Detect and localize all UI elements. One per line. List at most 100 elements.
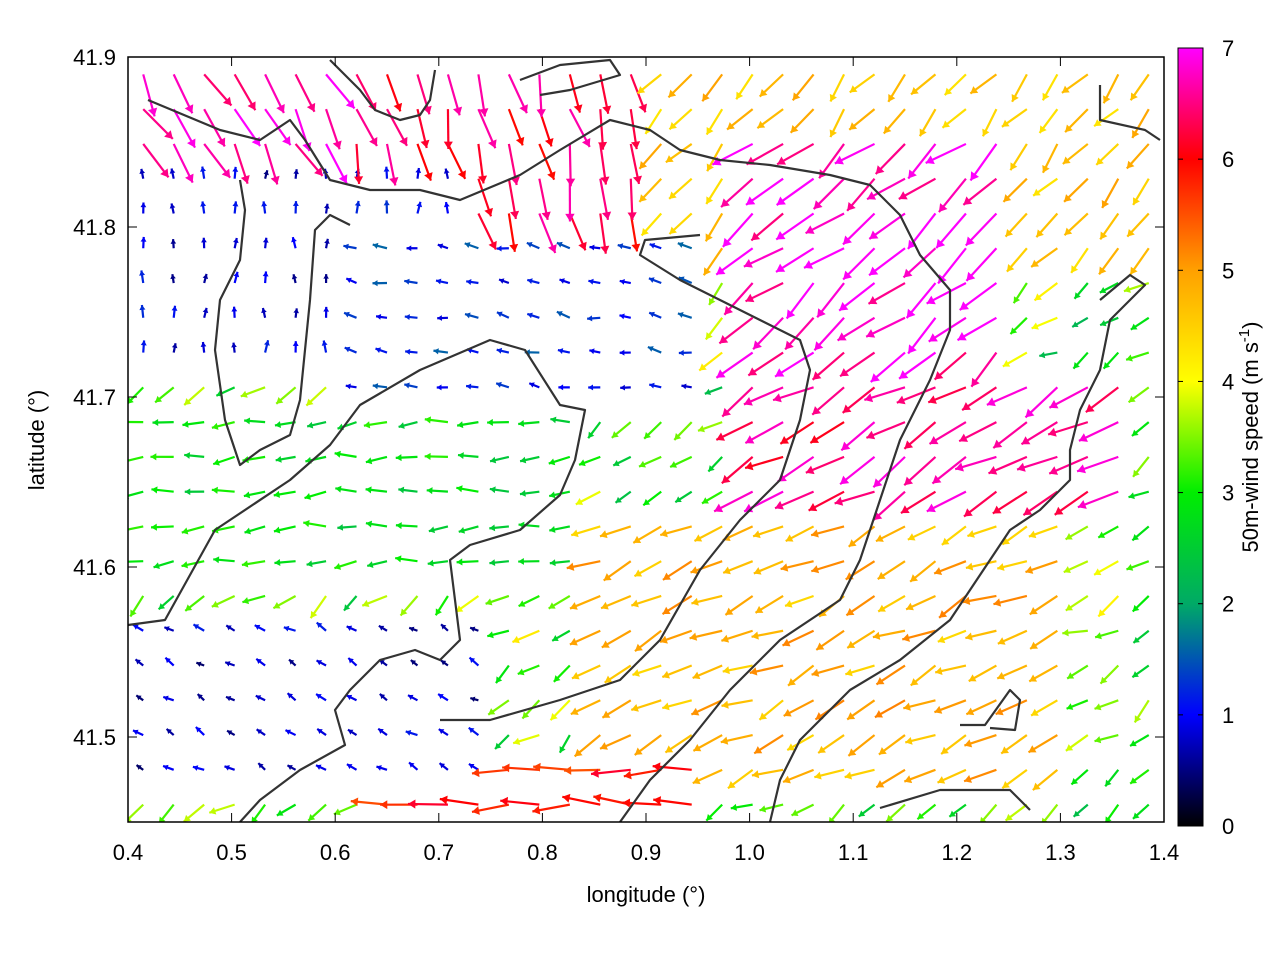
wind-arrow-head <box>1071 778 1079 785</box>
y-axis-ticks: 41.5 41.6 41.7 41.8 41.9 <box>73 45 1164 750</box>
terrain-contour <box>879 788 1031 811</box>
wind-arrow-head <box>906 308 916 318</box>
wind-arrow-head <box>400 608 408 616</box>
y-axis-label: latitude (°) <box>24 390 49 491</box>
wind-arrow-head <box>302 142 312 152</box>
wind-arrow-head <box>904 775 913 784</box>
wind-arrow-head <box>562 793 571 803</box>
wind-arrow-head <box>1132 812 1140 819</box>
wind-arrow-head <box>261 201 268 207</box>
wind-arrow-head <box>211 486 218 494</box>
wind-arrow-head <box>1133 636 1140 643</box>
wind-arrow-head <box>529 382 535 388</box>
wind-arrow-head <box>1042 164 1050 173</box>
wind-arrow-head <box>316 764 322 770</box>
wind-arrow-head <box>743 259 753 268</box>
wind-arrow-head <box>1099 266 1107 275</box>
wind-arrow-head <box>1065 744 1074 751</box>
wind-arrow-head <box>957 332 967 341</box>
wind-arrow-head <box>139 270 146 276</box>
wind-arrow-head <box>1029 607 1038 615</box>
wind-arrow-head <box>962 596 971 606</box>
wind-arrow-head <box>263 170 269 176</box>
wind-arrow-head <box>496 381 502 388</box>
wind-arrow-head <box>1029 674 1038 682</box>
wind-arrow-head <box>846 607 855 616</box>
wind-arrow-head <box>558 384 564 391</box>
wind-arrow-head <box>350 797 359 807</box>
wind-arrow-head <box>805 225 815 234</box>
colorbar-tick-label: 3 <box>1222 481 1234 506</box>
wind-arrow-head <box>1073 810 1080 817</box>
wind-arrow-head <box>181 527 189 535</box>
wind-arrow-head <box>441 624 447 630</box>
wind-arrow-head <box>842 235 852 245</box>
wind-arrow-head <box>541 211 551 220</box>
wind-arrow-head <box>549 491 556 499</box>
wind-arrow-head <box>469 657 476 663</box>
wind-arrow-head <box>519 490 526 497</box>
terrain-contour <box>329 59 437 122</box>
wind-arrow-head <box>858 810 866 817</box>
wind-arrow-head <box>240 175 250 184</box>
wind-arrow-head <box>291 274 298 280</box>
wind-arrow-head <box>788 678 796 686</box>
wind-arrow-head <box>389 177 399 186</box>
wind-arrow-head <box>1030 641 1039 649</box>
wind-arrow-head <box>888 93 896 102</box>
wind-arrow-head <box>782 638 791 647</box>
wind-arrow-head <box>662 670 670 679</box>
wind-arrow-head <box>712 156 722 166</box>
wind-arrow-head <box>372 383 379 390</box>
wind-arrow-head <box>569 637 578 646</box>
wind-arrow-head <box>634 747 643 755</box>
wind-arrow-head <box>171 343 178 349</box>
wind-arrow-head <box>499 278 505 284</box>
wind-arrow-head <box>404 314 410 321</box>
wind-arrow-head <box>1064 194 1072 202</box>
wind-arrow-head <box>184 488 191 496</box>
wind-arrow-head <box>678 276 685 283</box>
wind-arrow-head <box>959 433 969 442</box>
colorbar-label-sup: -1 <box>1236 329 1253 342</box>
wind-arrow-head <box>393 102 403 112</box>
wind-arrow-head <box>457 452 464 459</box>
wind-arrow-head <box>152 418 159 426</box>
wind-arrow-head <box>911 87 919 95</box>
wind-arrow-head <box>1100 319 1107 327</box>
wind-arrow-head <box>639 460 646 468</box>
terrain-contour <box>440 233 812 722</box>
wind-arrow-head <box>928 333 938 342</box>
wind-arrow-head <box>227 730 233 736</box>
wind-arrow-head <box>997 637 1006 645</box>
wind-arrow-head <box>574 748 583 757</box>
wind-arrow-head <box>247 101 256 111</box>
wind-arrow-head <box>1028 745 1037 753</box>
wind-arrow-head <box>776 263 786 272</box>
wind-arrow-head <box>1094 119 1102 127</box>
wind-arrow-head <box>466 383 472 390</box>
wind-arrow-head <box>1001 746 1009 754</box>
wind-arrow-head <box>437 315 443 321</box>
wind-arrow-head <box>549 559 556 567</box>
wind-arrow-head <box>1100 231 1108 240</box>
wind-arrow-head <box>634 643 643 652</box>
wind-arrow-head <box>344 311 350 318</box>
wind-arrow <box>128 525 144 531</box>
wind-arrow-head <box>649 311 655 318</box>
wind-arrow-head <box>1077 464 1086 474</box>
wind-arrow-head <box>416 201 423 208</box>
wind-arrow-head <box>600 176 610 185</box>
wind-arrow-head <box>790 125 799 133</box>
wind-arrow-head <box>291 237 297 243</box>
wind-arrow-head <box>965 236 975 246</box>
wind-arrow-head <box>550 712 558 721</box>
wind-arrow-head <box>306 560 313 568</box>
wind-arrow-head <box>150 453 157 461</box>
wind-arrow-head <box>276 104 285 113</box>
wind-arrow-head <box>777 156 787 165</box>
wind-arrow-head <box>488 240 497 250</box>
wind-arrow-head <box>169 168 176 174</box>
wind-arrow-head <box>153 562 160 569</box>
terrain-contour <box>1098 85 1161 141</box>
